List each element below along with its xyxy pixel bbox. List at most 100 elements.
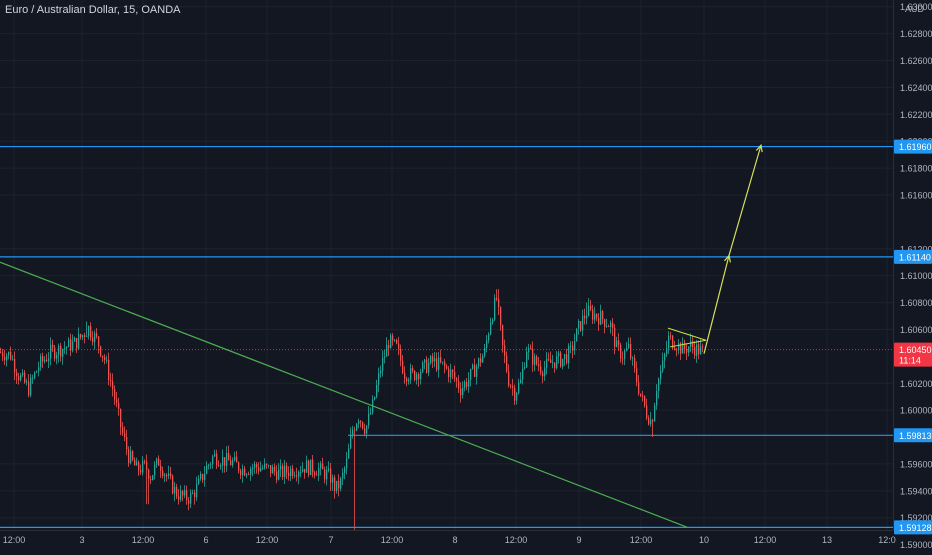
candle-body <box>2 352 4 357</box>
candle-body <box>674 348 676 350</box>
candle-body <box>692 341 694 348</box>
projection-arrow <box>703 255 730 354</box>
candle-body <box>238 462 240 471</box>
candle-body <box>624 350 626 359</box>
candle-body <box>670 335 672 337</box>
candle-body <box>492 319 494 323</box>
time-tick-label: 12:00 <box>132 535 155 545</box>
candle-body <box>116 399 118 403</box>
candle-body <box>654 405 656 422</box>
candle-body <box>682 342 684 354</box>
candle-body <box>152 475 154 481</box>
candle-body <box>246 474 248 476</box>
candle-body <box>390 335 392 349</box>
candle-body <box>454 372 456 379</box>
candle-body <box>194 492 196 498</box>
candle-body <box>512 386 514 388</box>
candle-body <box>526 352 528 368</box>
candle-body <box>588 305 590 316</box>
candle-body <box>164 474 166 477</box>
candle-body <box>112 381 114 390</box>
candle-body <box>556 356 558 369</box>
price-tick-label: 1.63000 <box>900 2 932 12</box>
candle-body <box>184 490 186 496</box>
candle-body <box>668 335 670 349</box>
candle-body <box>648 417 650 425</box>
candle-body <box>266 463 268 466</box>
candle-body <box>584 315 586 319</box>
time-tick-label: 12:00 <box>754 535 777 545</box>
candle-body <box>96 333 98 337</box>
candle-body <box>608 326 610 328</box>
candle-body <box>18 376 20 381</box>
candle-body <box>582 315 584 331</box>
candle-body <box>234 456 236 461</box>
countdown-label: 11:14 <box>899 356 921 366</box>
candle-body <box>592 309 594 320</box>
chart-title: Euro / Australian Dollar, 15, OANDA <box>5 4 181 16</box>
candle-body <box>398 343 400 349</box>
candle-body <box>160 465 162 471</box>
candle-body <box>338 480 340 489</box>
candle-body <box>686 348 688 353</box>
projection-arrow <box>728 145 762 256</box>
candle-body <box>50 344 52 359</box>
time-tick-label: 9 <box>576 535 581 545</box>
candle-body <box>54 347 56 359</box>
level-price-label: 1.61960 <box>899 142 932 152</box>
candle-body <box>292 468 294 476</box>
candle-body <box>14 359 16 373</box>
candle-body <box>484 348 486 356</box>
price-tick-label: 1.60200 <box>900 379 932 389</box>
candle-body <box>400 348 402 361</box>
candle-body <box>498 298 500 308</box>
candle-body <box>472 364 474 369</box>
candle-body <box>172 476 174 494</box>
candle-body <box>368 413 370 426</box>
candle-body <box>408 379 410 382</box>
candle-body <box>202 473 204 481</box>
candle-body <box>288 472 290 476</box>
candle-body <box>652 419 654 422</box>
candle-body <box>442 361 444 363</box>
candle-body <box>282 465 284 478</box>
candle-body <box>136 461 138 466</box>
level-price-label-bg <box>894 139 932 154</box>
candle-body <box>534 356 536 365</box>
level-price-label: 1.59813 <box>899 431 932 441</box>
candle-body <box>356 424 358 431</box>
drawing-layer <box>0 143 763 528</box>
grid-layer <box>0 0 893 546</box>
candle-body <box>46 359 48 362</box>
candle-body <box>540 366 542 373</box>
candle-body <box>290 468 292 476</box>
candle-body <box>412 368 414 371</box>
candle-body <box>702 346 704 348</box>
candle-body <box>558 352 560 357</box>
candle-body <box>6 355 8 361</box>
candle-body <box>26 381 28 383</box>
price-tick-label: 1.62200 <box>900 110 932 120</box>
candle-body <box>272 467 274 474</box>
candle-body <box>684 342 686 349</box>
candle-body <box>522 368 524 380</box>
candle-body <box>162 470 164 477</box>
candle-body <box>410 368 412 380</box>
candle-body <box>616 340 618 348</box>
candle-body <box>688 346 690 353</box>
price-tick-label: 1.59000 <box>900 540 932 550</box>
candle-body <box>438 357 440 370</box>
current-price-label: 1.60450 <box>899 345 932 355</box>
price-tick-label: 1.60000 <box>900 406 932 416</box>
candle-body <box>382 357 384 371</box>
candle-body <box>340 478 342 489</box>
candle-body <box>52 344 54 348</box>
candle-body <box>24 372 26 383</box>
candle-body <box>344 468 346 473</box>
candle-body <box>126 437 128 450</box>
candle-body <box>260 468 262 472</box>
candle-body <box>420 372 422 380</box>
